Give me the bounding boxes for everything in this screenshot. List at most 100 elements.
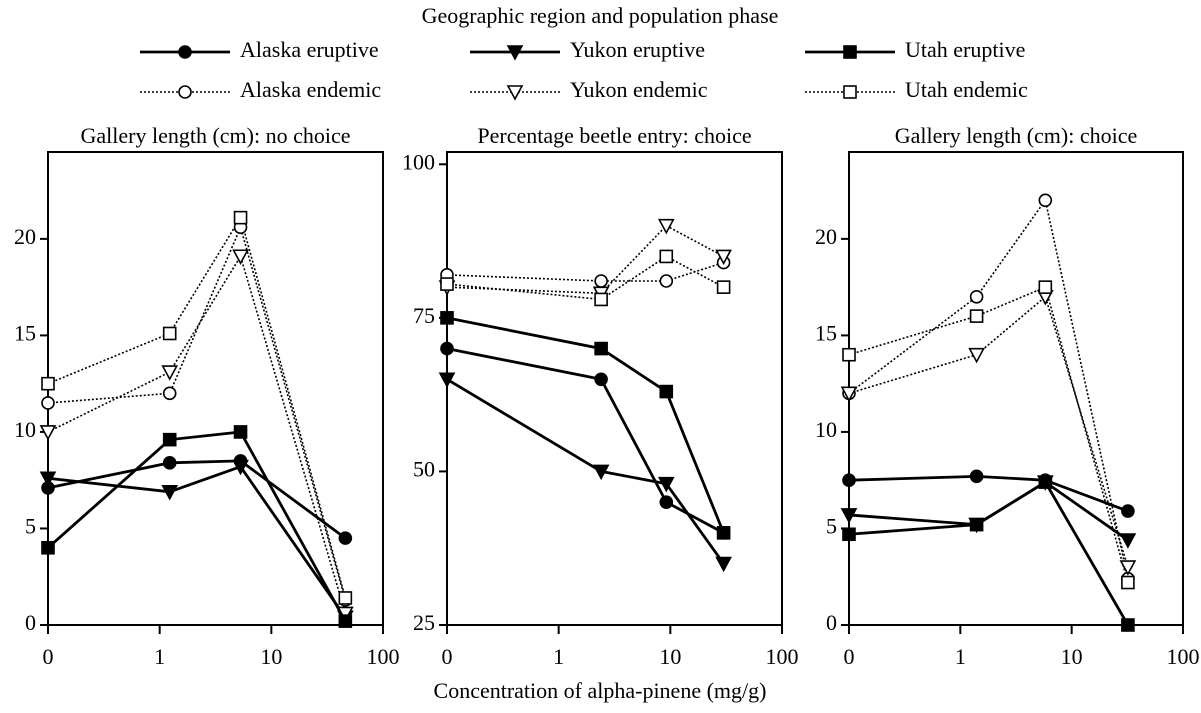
marker — [440, 341, 454, 356]
legend-label: Alaska endemic — [240, 77, 381, 102]
series-line — [848, 198, 1129, 579]
marker — [161, 484, 179, 501]
marker — [162, 432, 177, 447]
marker — [969, 289, 984, 304]
marker — [338, 531, 353, 545]
marker — [842, 527, 856, 542]
marker — [716, 526, 731, 540]
marker — [162, 326, 177, 341]
x-tick-label: 10 — [659, 644, 681, 669]
marker — [233, 210, 248, 225]
series-line — [446, 347, 725, 535]
marker — [1121, 504, 1135, 518]
marker — [715, 249, 732, 266]
marker — [594, 341, 608, 356]
marker — [843, 85, 857, 99]
marker — [232, 459, 249, 476]
marker — [337, 606, 354, 623]
y-tick-label: 0 — [826, 610, 837, 635]
marker — [506, 45, 524, 61]
marker — [39, 425, 57, 441]
marker — [840, 386, 858, 403]
marker — [969, 517, 984, 532]
chart-title: Percentage beetle entry: choice — [477, 123, 751, 148]
y-tick-label: 0 — [25, 610, 36, 635]
legend-label: Yukon endemic — [570, 77, 708, 102]
marker — [594, 372, 608, 387]
chart-title: Gallery length (cm): no choice — [80, 123, 350, 148]
y-tick-label: 25 — [413, 610, 435, 635]
marker — [1038, 193, 1053, 208]
series-line — [47, 430, 347, 622]
marker — [41, 540, 55, 555]
marker — [440, 277, 454, 291]
marker — [594, 292, 608, 307]
marker — [41, 376, 55, 391]
x-tick-label: 0 — [43, 644, 54, 669]
series-line — [47, 215, 347, 599]
series-line — [47, 224, 347, 601]
y-tick-label: 15 — [14, 320, 36, 345]
marker — [657, 218, 675, 235]
legend-label: Alaska eruptive — [240, 37, 379, 62]
legend-label: Yukon eruptive — [570, 37, 705, 62]
marker — [440, 311, 454, 325]
legend-label: Utah eruptive — [905, 37, 1025, 62]
series-line — [446, 261, 724, 282]
marker — [1121, 618, 1135, 632]
marker — [659, 384, 674, 399]
x-axis-label: Concentration of alpha-pinene (mg/g) — [434, 678, 767, 703]
y-tick-label: 10 — [14, 417, 36, 442]
marker — [843, 45, 857, 59]
series-line — [446, 316, 725, 534]
series-line — [47, 465, 347, 619]
marker — [842, 473, 856, 488]
marker — [162, 386, 177, 401]
marker — [1119, 560, 1137, 576]
marker — [1038, 280, 1053, 294]
marker — [659, 495, 674, 509]
marker — [1121, 575, 1135, 590]
marker — [232, 249, 249, 265]
y-tick-label: 20 — [14, 224, 36, 249]
series-line — [848, 295, 1129, 568]
plot-frame — [848, 151, 1184, 626]
x-tick-label: 100 — [367, 644, 400, 669]
series-line — [47, 459, 347, 540]
marker — [594, 274, 608, 288]
marker — [715, 556, 732, 573]
series-line — [446, 378, 725, 565]
marker — [161, 365, 179, 381]
marker — [178, 85, 192, 99]
x-tick-label: 0 — [844, 644, 855, 669]
series-line — [848, 474, 1129, 513]
marker — [659, 274, 674, 288]
x-tick-label: 1 — [553, 644, 564, 669]
marker — [657, 476, 675, 493]
marker — [969, 309, 984, 323]
marker — [162, 456, 177, 470]
marker — [506, 85, 524, 101]
chart-title: Gallery length (cm): choice — [895, 123, 1138, 148]
marker — [968, 347, 985, 364]
y-tick-label: 15 — [815, 320, 837, 345]
marker — [338, 614, 353, 628]
x-tick-label: 1 — [154, 644, 165, 669]
series-line — [446, 224, 724, 295]
marker — [41, 396, 55, 410]
y-tick-label: 5 — [826, 514, 837, 539]
marker — [1119, 533, 1137, 549]
marker — [233, 425, 248, 439]
series-line — [47, 254, 347, 614]
y-tick-label: 5 — [25, 514, 36, 539]
series-line — [848, 480, 1130, 626]
marker — [840, 508, 858, 524]
marker — [592, 464, 610, 481]
x-tick-label: 0 — [442, 644, 453, 669]
marker — [842, 347, 856, 362]
x-tick-label: 10 — [260, 644, 282, 669]
marker — [1038, 475, 1053, 489]
y-tick-label: 20 — [815, 224, 837, 249]
series-line — [848, 286, 1129, 583]
